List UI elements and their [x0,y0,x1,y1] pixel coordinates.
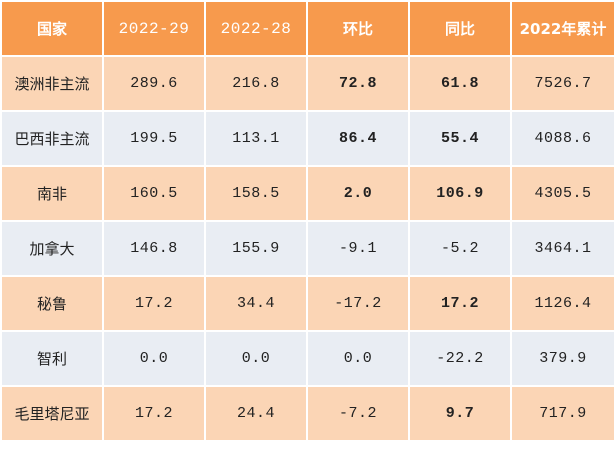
cell-ytd: 3464.1 [512,222,614,275]
cell-week-28: 0.0 [206,332,306,385]
cell-week-28: 24.4 [206,387,306,440]
cell-yoy: 17.2 [410,277,510,330]
cell-wow: -17.2 [308,277,408,330]
header-wow: 环比 [308,2,408,55]
cell-wow: 72.8 [308,57,408,110]
cell-country: 澳洲非主流 [2,57,102,110]
cell-week-29: 160.5 [104,167,204,220]
cell-ytd: 379.9 [512,332,614,385]
cell-ytd: 7526.7 [512,57,614,110]
cell-yoy: -5.2 [410,222,510,275]
cell-country: 加拿大 [2,222,102,275]
cell-week-29: 146.8 [104,222,204,275]
table-row: 秘鲁 17.2 34.4 -17.2 17.2 1126.4 [2,277,614,330]
cell-week-29: 17.2 [104,277,204,330]
table-row: 澳洲非主流 289.6 216.8 72.8 61.8 7526.7 [2,57,614,110]
table-row: 南非 160.5 158.5 2.0 106.9 4305.5 [2,167,614,220]
header-week-28: 2022-28 [206,2,306,55]
cell-wow: -7.2 [308,387,408,440]
header-week-29: 2022-29 [104,2,204,55]
cell-week-29: 199.5 [104,112,204,165]
header-country: 国家 [2,2,102,55]
header-yoy: 同比 [410,2,510,55]
table-row: 巴西非主流 199.5 113.1 86.4 55.4 4088.6 [2,112,614,165]
cell-ytd: 4088.6 [512,112,614,165]
cell-week-28: 113.1 [206,112,306,165]
cell-country: 南非 [2,167,102,220]
table-row: 毛里塔尼亚 17.2 24.4 -7.2 9.7 717.9 [2,387,614,440]
cell-wow: -9.1 [308,222,408,275]
cell-country: 秘鲁 [2,277,102,330]
cell-ytd: 717.9 [512,387,614,440]
table-row: 加拿大 146.8 155.9 -9.1 -5.2 3464.1 [2,222,614,275]
cell-week-28: 155.9 [206,222,306,275]
cell-yoy: 106.9 [410,167,510,220]
cell-country: 巴西非主流 [2,112,102,165]
cell-week-28: 34.4 [206,277,306,330]
cell-wow: 86.4 [308,112,408,165]
cell-ytd: 1126.4 [512,277,614,330]
cell-week-28: 158.5 [206,167,306,220]
cell-wow: 2.0 [308,167,408,220]
header-row: 国家 2022-29 2022-28 环比 同比 2022年累计 [2,2,614,55]
cell-wow: 0.0 [308,332,408,385]
cell-yoy: 9.7 [410,387,510,440]
cell-country: 毛里塔尼亚 [2,387,102,440]
cell-ytd: 4305.5 [512,167,614,220]
cell-week-29: 289.6 [104,57,204,110]
cell-week-29: 0.0 [104,332,204,385]
cell-yoy: 61.8 [410,57,510,110]
table-row: 智利 0.0 0.0 0.0 -22.2 379.9 [2,332,614,385]
header-ytd: 2022年累计 [512,2,614,55]
cell-country: 智利 [2,332,102,385]
cell-week-29: 17.2 [104,387,204,440]
cell-yoy: 55.4 [410,112,510,165]
cell-week-28: 216.8 [206,57,306,110]
cell-yoy: -22.2 [410,332,510,385]
